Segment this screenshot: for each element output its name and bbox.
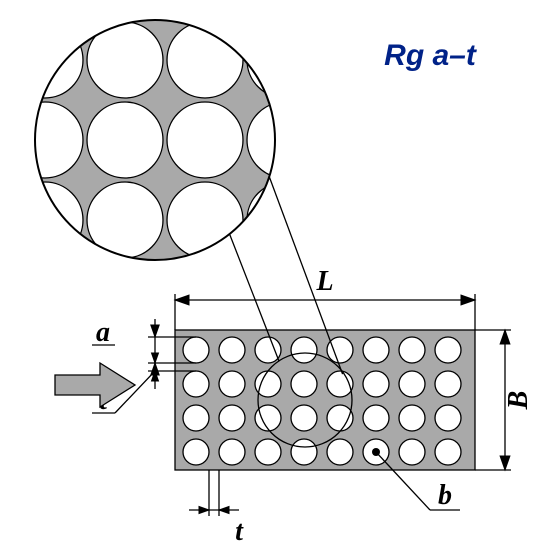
hole — [219, 371, 245, 397]
hole — [291, 371, 317, 397]
magnifier-view — [0, 0, 403, 338]
hole — [363, 371, 389, 397]
hole — [363, 405, 389, 431]
hole — [219, 405, 245, 431]
hole — [183, 439, 209, 465]
hole — [435, 337, 461, 363]
label-b: b — [438, 480, 452, 511]
direction-arrow-icon — [55, 363, 135, 407]
hole — [399, 439, 425, 465]
label-t-bottom: t — [235, 516, 244, 547]
hole — [399, 337, 425, 363]
hole — [363, 337, 389, 363]
title: Rg a–t — [384, 39, 478, 72]
label-B: B — [503, 391, 534, 411]
hole — [327, 439, 353, 465]
hole — [291, 337, 317, 363]
hole — [291, 405, 317, 431]
hole — [219, 439, 245, 465]
hole — [399, 371, 425, 397]
hole — [183, 337, 209, 363]
hole — [435, 439, 461, 465]
hole — [435, 371, 461, 397]
hole — [399, 405, 425, 431]
hole — [435, 405, 461, 431]
hole — [255, 337, 281, 363]
hole — [291, 439, 317, 465]
label-a: a — [96, 317, 110, 348]
hole — [183, 371, 209, 397]
hole — [183, 405, 209, 431]
hole — [255, 439, 281, 465]
label-L: L — [315, 266, 333, 297]
hole — [219, 337, 245, 363]
